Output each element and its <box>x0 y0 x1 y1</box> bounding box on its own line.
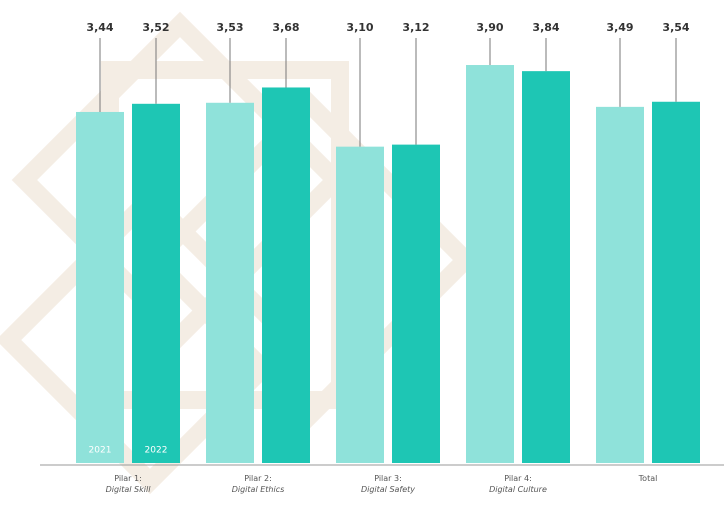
bar <box>466 65 514 463</box>
bar <box>392 144 440 464</box>
value-label: 3,90 <box>476 21 503 34</box>
bar <box>206 102 254 464</box>
legend-label: 2022 <box>145 446 168 456</box>
value-label: 3,52 <box>142 21 169 34</box>
bar <box>262 87 310 464</box>
value-label: 3,10 <box>346 21 373 34</box>
bar <box>596 106 644 464</box>
legend-label: 2021 <box>89 446 112 456</box>
value-label: 3,84 <box>532 21 559 34</box>
value-label: 3,68 <box>272 21 299 34</box>
x-tick-label: Pilar 3: Digital Safety <box>360 474 416 494</box>
x-tick-label: Pilar 4: Digital Culture <box>489 474 547 494</box>
value-label: 3,44 <box>86 21 113 34</box>
x-tick-label: Total <box>638 474 658 483</box>
bar <box>132 103 180 464</box>
value-label: 3,12 <box>402 21 429 34</box>
bar <box>336 146 384 463</box>
bar <box>522 71 570 464</box>
x-tick-label: Pilar 1: Digital Skill <box>105 474 151 494</box>
value-label: 3,49 <box>606 21 633 34</box>
value-label: 3,53 <box>216 21 243 34</box>
bar <box>652 101 700 463</box>
bar <box>76 111 124 464</box>
x-tick-label: Pilar 2: Digital Ethics <box>231 474 285 494</box>
value-label: 3,54 <box>662 21 689 34</box>
